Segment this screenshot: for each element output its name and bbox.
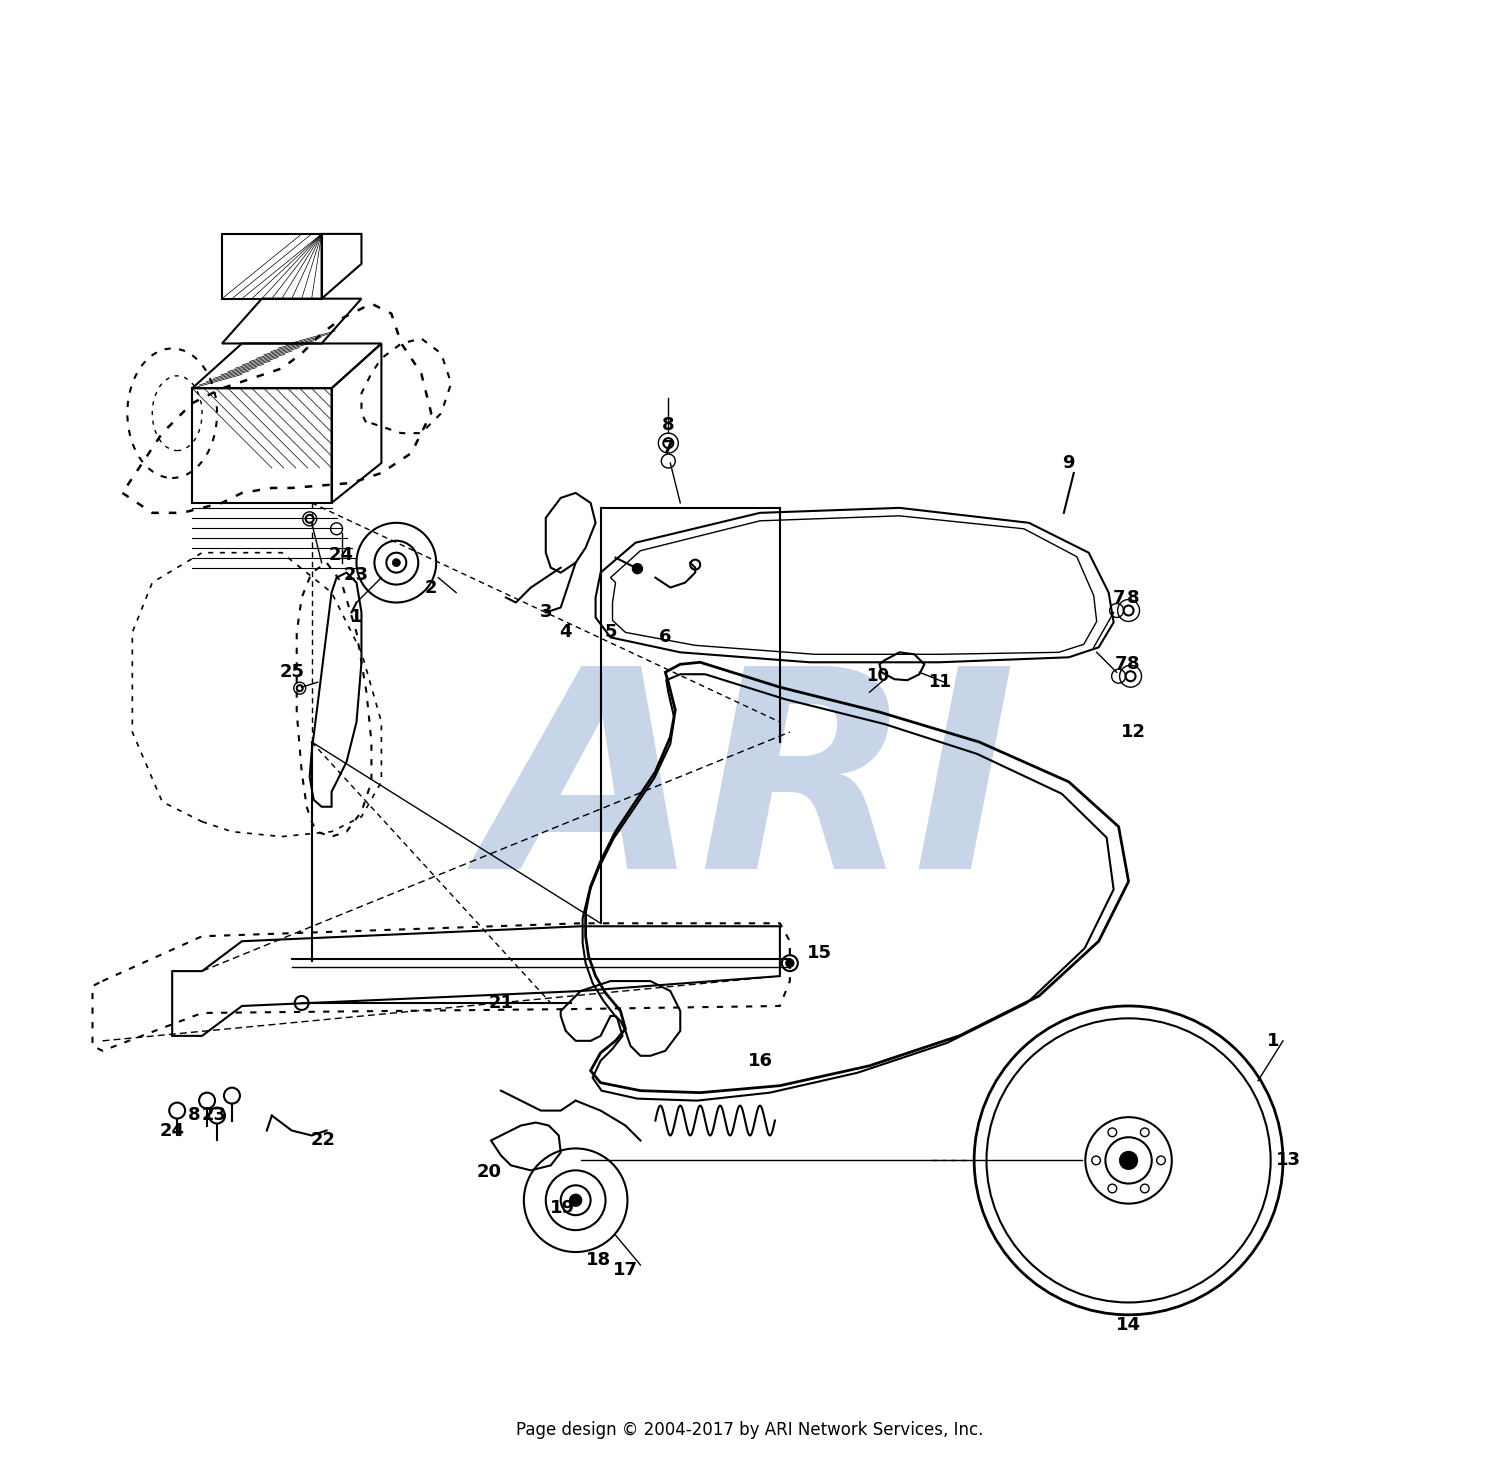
Circle shape — [1119, 1151, 1138, 1170]
Text: 14: 14 — [1116, 1316, 1142, 1334]
Text: Page design © 2004-2017 by ARI Network Services, Inc.: Page design © 2004-2017 by ARI Network S… — [516, 1422, 984, 1440]
Text: 1: 1 — [350, 608, 363, 627]
Text: 13: 13 — [1275, 1151, 1300, 1169]
Text: 2: 2 — [424, 578, 438, 596]
Text: 17: 17 — [614, 1262, 638, 1279]
Text: 1: 1 — [1268, 1032, 1280, 1050]
Text: 8: 8 — [188, 1105, 201, 1123]
Text: 24: 24 — [328, 546, 354, 564]
Text: 23: 23 — [201, 1105, 226, 1123]
Text: 18: 18 — [586, 1251, 610, 1269]
Text: 5: 5 — [604, 624, 616, 642]
Text: ARI: ARI — [484, 657, 1016, 927]
Text: 21: 21 — [489, 994, 513, 1011]
Text: 8: 8 — [662, 417, 675, 434]
Text: 8: 8 — [1126, 655, 1140, 673]
Text: 7: 7 — [1113, 589, 1125, 606]
Text: 22: 22 — [310, 1132, 336, 1150]
Circle shape — [570, 1194, 582, 1206]
Text: 16: 16 — [747, 1052, 772, 1070]
Text: 3: 3 — [540, 604, 552, 621]
Text: 12: 12 — [1120, 723, 1146, 740]
Text: 23: 23 — [344, 565, 369, 583]
Circle shape — [393, 559, 400, 567]
Text: 10: 10 — [865, 667, 889, 686]
Text: 4: 4 — [560, 624, 572, 642]
Text: 15: 15 — [807, 944, 832, 963]
Text: 25: 25 — [279, 664, 304, 682]
Text: 24: 24 — [159, 1122, 184, 1139]
Text: 19: 19 — [550, 1200, 574, 1217]
Text: 11: 11 — [928, 673, 951, 692]
Text: 7: 7 — [1114, 655, 1126, 673]
Text: 9: 9 — [1062, 453, 1076, 473]
Text: 6: 6 — [658, 629, 672, 646]
Text: 8: 8 — [1126, 589, 1140, 606]
Text: 7: 7 — [662, 439, 675, 458]
Text: 20: 20 — [477, 1163, 501, 1182]
Circle shape — [633, 564, 642, 574]
Circle shape — [786, 960, 794, 967]
